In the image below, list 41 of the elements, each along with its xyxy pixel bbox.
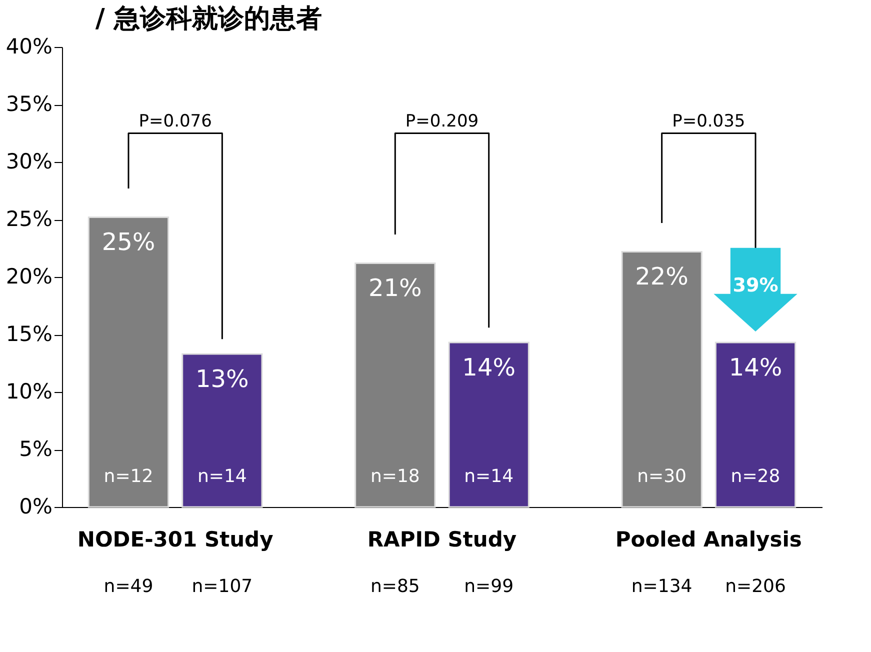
y-tick-label: 15% <box>6 322 52 346</box>
chart-title: / 急诊科就诊的患者 <box>95 4 322 34</box>
x-tick-label: RAPID Study <box>367 528 517 552</box>
y-tick-label: 5% <box>19 437 52 461</box>
annotation: n=14 <box>464 466 514 487</box>
annotation: n=14 <box>197 466 247 487</box>
text: n=99 <box>464 576 514 597</box>
bar <box>714 342 796 508</box>
y-tick-label: 35% <box>6 92 52 116</box>
y-tick-label: 20% <box>6 264 52 288</box>
bar <box>448 342 530 508</box>
data-label: 21% <box>368 274 422 302</box>
annotation: P=0.076 <box>138 111 212 132</box>
annotation: n=30 <box>637 466 687 487</box>
data-label: 13% <box>196 365 249 394</box>
data-label: 25% <box>102 228 156 256</box>
annotation: P=0.035 <box>672 111 746 132</box>
y-tick-label: 30% <box>6 150 52 174</box>
x-tick-label: Pooled Analysis <box>615 528 802 552</box>
annotation: P=0.209 <box>405 111 479 132</box>
data-label: 14% <box>728 354 782 382</box>
bar <box>182 353 263 508</box>
annotation: n=28 <box>730 466 780 487</box>
annotation: n=18 <box>370 466 420 487</box>
y-tick-label: 0% <box>19 494 52 518</box>
y-tick-label: 40% <box>6 34 52 58</box>
bar <box>354 262 436 508</box>
data-label: 22% <box>635 262 688 291</box>
text: n=85 <box>370 576 420 597</box>
text: n=134 <box>631 576 692 597</box>
data-label: 14% <box>462 354 516 382</box>
text: n=206 <box>725 576 786 597</box>
bar <box>621 250 702 508</box>
y-tick-label: 10% <box>6 380 52 404</box>
annotation: n=12 <box>104 466 154 487</box>
text: n=107 <box>192 576 253 597</box>
x-tick-label: NODE-301 Study <box>77 528 274 552</box>
bar <box>88 216 170 508</box>
annotation: 39% <box>732 274 778 297</box>
y-tick-label: 25% <box>6 207 52 231</box>
text: n=49 <box>104 576 154 597</box>
